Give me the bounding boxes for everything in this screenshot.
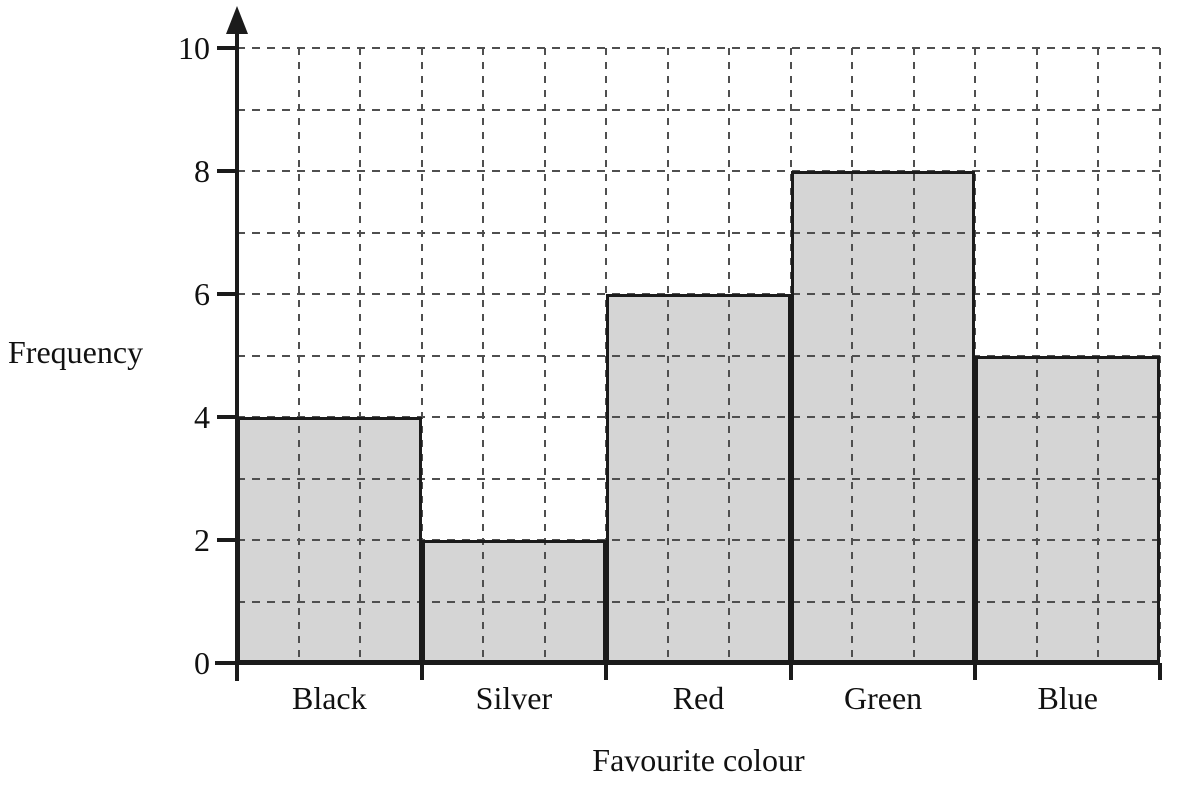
x-axis-tick [1158,663,1162,680]
x-tick-label-blue: Blue [1037,680,1098,716]
gridline-vertical [912,48,915,663]
bar-outline-blue [975,355,1160,663]
x-tick-label-green: Green [844,680,923,716]
y-tick-label: 8 [194,153,210,189]
gridline-vertical [420,48,423,663]
gridline-vertical [482,48,485,663]
gridline-vertical [666,48,669,663]
y-axis-title: Frequency [8,334,144,370]
x-axis-title: Favourite colour [592,742,805,778]
y-axis-tick [217,46,237,50]
x-tick-label-black: Black [291,680,367,716]
x-axis-tick [604,663,609,680]
x-tick-label-silver: Silver [475,680,553,716]
y-tick-label: 0 [194,645,210,681]
y-axis-tick [217,169,237,173]
y-axis-line [235,28,239,681]
x-axis-tick [419,663,424,680]
y-axis-tick [217,292,237,296]
bar-outline-black [237,417,422,663]
y-axis-arrow-icon [226,6,248,34]
y-tick-label: 6 [194,276,210,312]
bar-blue [975,355,1160,663]
x-axis-tick [235,663,239,680]
gridline-horizontal [237,47,1160,49]
y-axis-tick [217,538,237,542]
gridline-horizontal [237,539,1160,541]
gridline-horizontal [237,477,1160,480]
bar-outline-green [790,171,976,663]
gridline-vertical [1159,48,1161,663]
gridline-horizontal [237,354,1160,357]
gridline-vertical [359,48,362,663]
y-axis-tick [217,415,237,419]
x-axis-tick [788,663,793,680]
gridline-vertical [728,48,731,663]
gridline-horizontal [237,416,1160,418]
gridline-horizontal [237,170,1160,172]
gridline-vertical [851,48,854,663]
gridline-vertical [297,48,300,663]
bar-outline-silver [421,540,607,663]
y-axis-tick [217,661,237,665]
x-axis-line [215,661,1160,665]
x-tick-label-red: Red [672,680,725,716]
gridline-vertical [543,48,546,663]
y-tick-label: 10 [178,30,210,66]
gridline-horizontal [237,600,1160,603]
gridline-horizontal [237,231,1160,234]
y-tick-label: 2 [194,522,210,558]
x-axis-tick [973,663,978,680]
gridline-horizontal [237,108,1160,111]
bar-outline-red [606,294,791,663]
y-tick-label: 4 [194,399,210,435]
